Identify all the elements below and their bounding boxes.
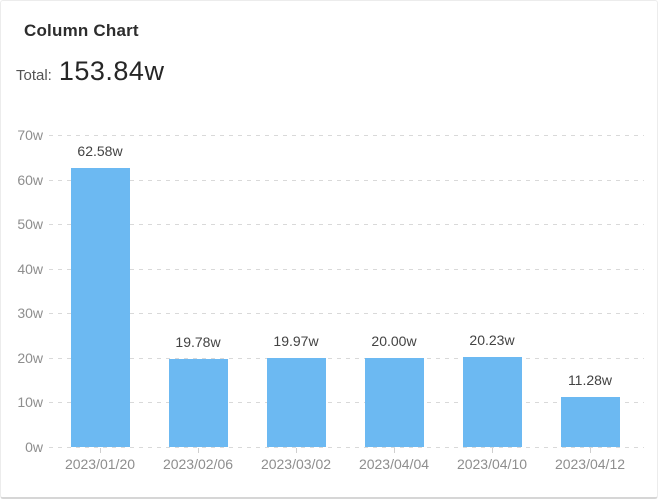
- y-axis-tick-label: 20w: [17, 350, 43, 366]
- y-axis-tick-label: 50w: [17, 216, 43, 232]
- y-gridline: [49, 358, 644, 359]
- x-axis-tick: [100, 448, 101, 453]
- bar-value-label: 19.78w: [175, 334, 221, 350]
- bar-value-label: 19.97w: [273, 333, 319, 349]
- x-axis-tick: [590, 448, 591, 453]
- total-label: Total:: [16, 67, 52, 84]
- y-axis-tick-label: 40w: [17, 261, 43, 277]
- bar-value-label: 11.28w: [567, 372, 613, 388]
- y-axis-tick-label: 10w: [17, 394, 43, 410]
- y-gridline: [49, 180, 644, 181]
- x-axis-tick-label: 2023/02/06: [162, 456, 234, 472]
- x-axis-tick: [492, 448, 493, 453]
- bar-value-label: 62.58w: [77, 143, 123, 159]
- x-axis-tick: [198, 448, 199, 453]
- x-axis-tick-label: 2023/04/12: [554, 456, 626, 472]
- bar[interactable]: [365, 358, 424, 447]
- bar-value-label: 20.23w: [469, 332, 515, 348]
- y-gridline: [49, 269, 644, 270]
- y-axis-tick-label: 0w: [25, 439, 43, 455]
- y-axis-tick-label: 30w: [17, 305, 43, 321]
- bar[interactable]: [71, 168, 130, 447]
- bar[interactable]: [561, 397, 620, 447]
- x-axis-tick-label: 2023/03/02: [260, 456, 332, 472]
- bar-value-label: 20.00w: [371, 333, 417, 349]
- y-gridline: [49, 402, 644, 403]
- bar[interactable]: [169, 359, 228, 447]
- x-axis-tick-label: 2023/01/20: [64, 456, 136, 472]
- total-row: Total: 153.84w: [16, 56, 164, 87]
- x-axis-tick-label: 2023/04/10: [456, 456, 528, 472]
- bar[interactable]: [463, 357, 522, 447]
- bar[interactable]: [267, 358, 326, 447]
- y-axis-tick-label: 70w: [17, 127, 43, 143]
- y-gridline: [49, 447, 644, 448]
- y-axis-tick-label: 60w: [17, 172, 43, 188]
- y-gridline: [49, 135, 644, 136]
- total-value: 153.84w: [58, 56, 165, 86]
- x-axis-tick: [296, 448, 297, 453]
- y-gridline: [49, 313, 644, 314]
- x-axis-tick-label: 2023/04/04: [358, 456, 430, 472]
- chart-title: Column Chart: [24, 21, 139, 40]
- x-axis-tick: [394, 448, 395, 453]
- y-gridline: [49, 224, 644, 225]
